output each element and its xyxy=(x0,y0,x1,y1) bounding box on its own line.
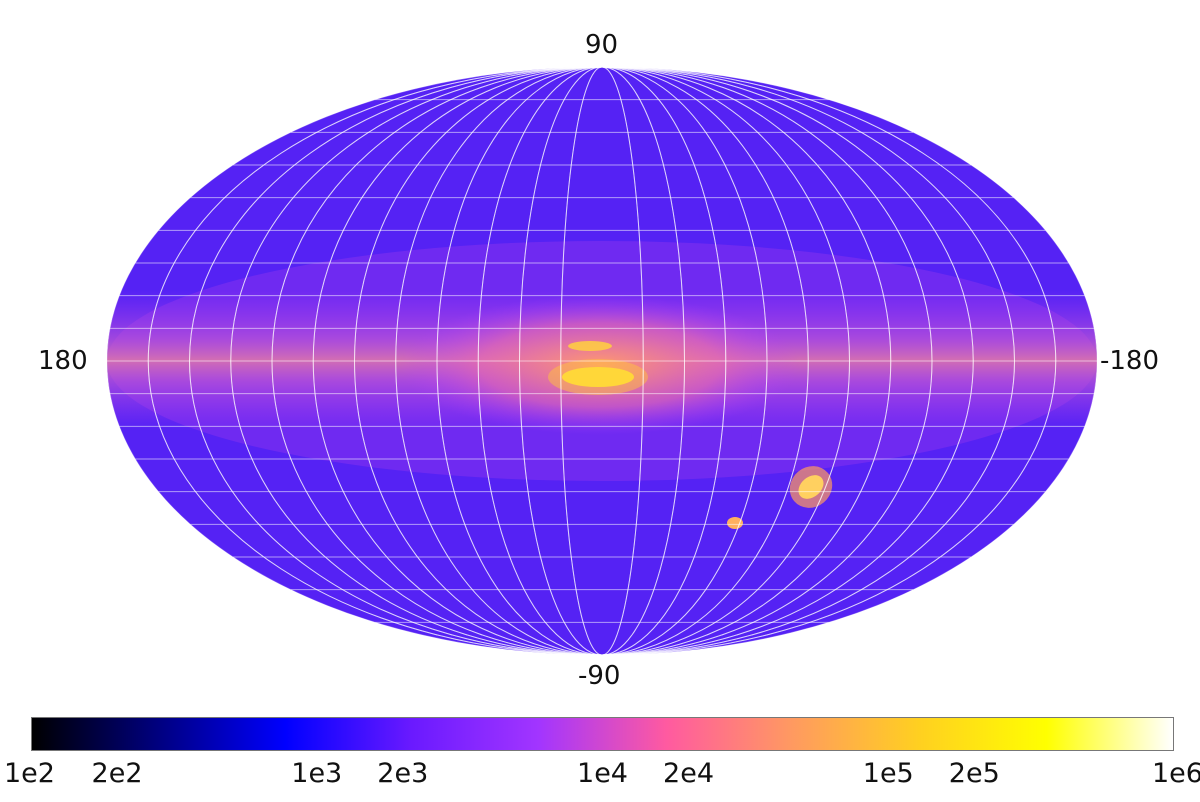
label-west: 180 xyxy=(38,346,88,376)
galactic-center-knot xyxy=(568,341,612,351)
label-north: 90 xyxy=(585,30,619,60)
colorbar-tick-label: 2e5 xyxy=(948,758,1000,789)
large-magellanic-cloud xyxy=(798,475,824,499)
colorbar-tick-label: 2e3 xyxy=(377,758,429,789)
colorbar-tick-label: 1e5 xyxy=(862,758,914,789)
colorbar-tick-label: 2e2 xyxy=(91,758,143,789)
label-east: -180 xyxy=(1100,346,1160,376)
colorbar-tick-label: 1e2 xyxy=(4,758,55,789)
colorbar-tick-label: 1e3 xyxy=(291,758,343,789)
colorbar-tick-label: 1e4 xyxy=(577,758,628,789)
small-magellanic-cloud xyxy=(727,517,743,529)
colorbar-tick-label: 2e4 xyxy=(663,758,714,789)
sky-map xyxy=(106,66,1098,656)
graticule xyxy=(107,66,1097,656)
colorbar xyxy=(31,717,1174,751)
map-outline xyxy=(106,66,1098,656)
colorbar-tick-label: 1e6 xyxy=(1152,758,1200,789)
galactic-center-glow xyxy=(548,359,648,395)
label-south: -90 xyxy=(578,661,621,691)
